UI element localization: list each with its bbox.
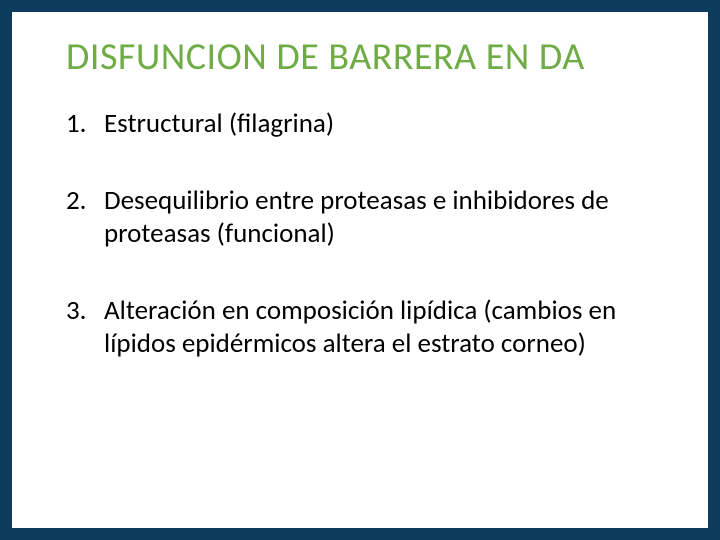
list-item: 1. Estructural (filagrina)	[66, 108, 654, 141]
slide: DISFUNCION DE BARRERA EN DA 1. Estructur…	[0, 0, 720, 540]
list-item: 3. Alteración en composición lipídica (c…	[66, 295, 654, 361]
list-item: 2. Desequilibrio entre proteasas e inhib…	[66, 185, 654, 251]
list-item-text: Alteración en composición lipídica (camb…	[104, 295, 654, 361]
list-item-number: 2.	[66, 185, 104, 218]
list-item-text: Desequilibrio entre proteasas e inhibido…	[104, 185, 654, 251]
slide-title: DISFUNCION DE BARRERA EN DA	[12, 12, 708, 90]
list-item-text: Estructural (filagrina)	[104, 108, 654, 141]
list-item-number: 1.	[66, 108, 104, 141]
slide-list: 1. Estructural (filagrina) 2. Desequilib…	[12, 90, 708, 361]
list-item-number: 3.	[66, 295, 104, 328]
